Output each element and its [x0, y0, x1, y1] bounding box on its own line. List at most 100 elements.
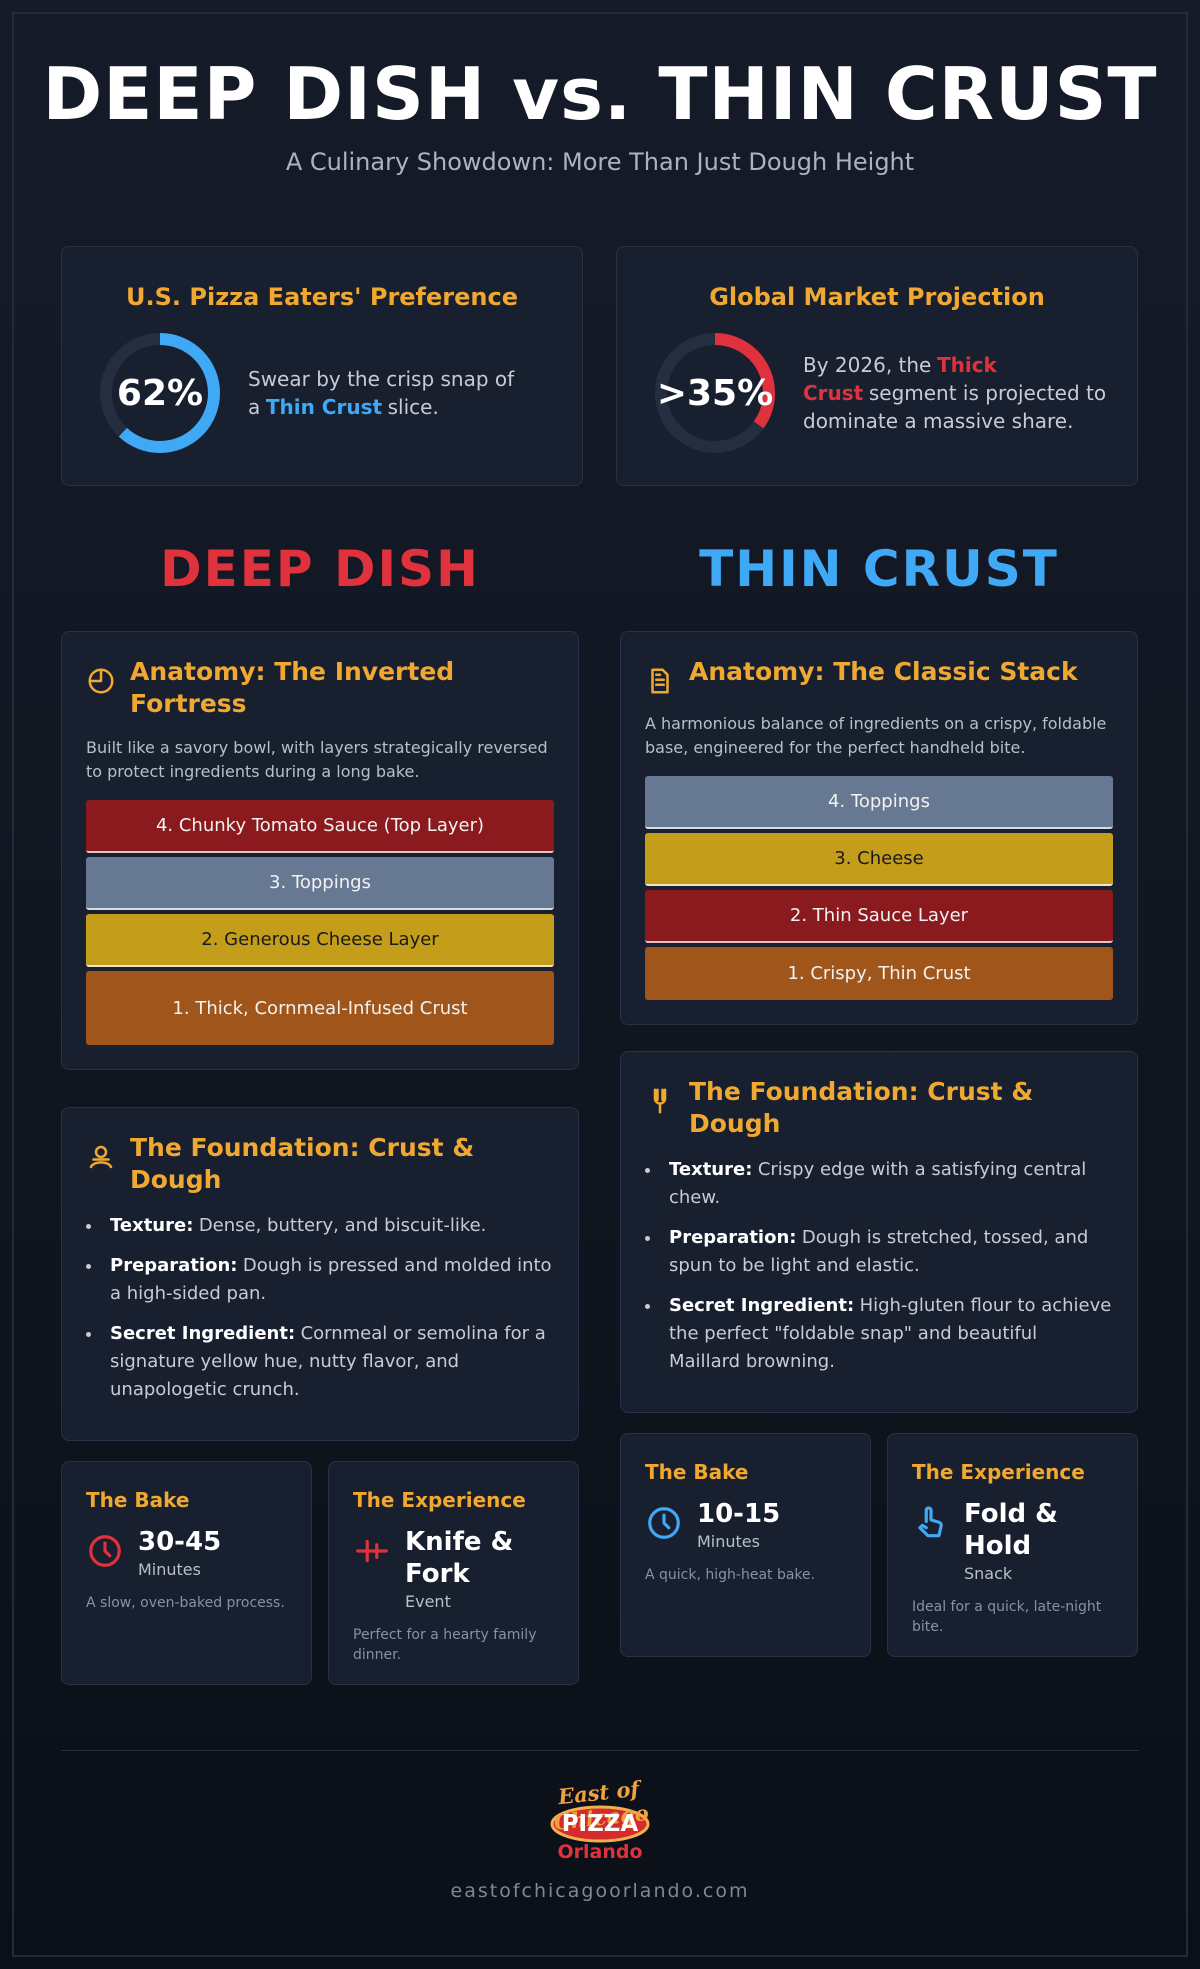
layer: 1. Thick, Cornmeal-Infused Crust: [86, 971, 554, 1045]
item-text: High-gluten flour to achieve the perfect…: [669, 1295, 1112, 1372]
frame: [12, 12, 1188, 1957]
icon: [648, 1507, 680, 1539]
stat-row: 62% Swear by the crisp snap of a Thin Crus…: [86, 333, 558, 453]
highlight: Thick Crust: [803, 353, 997, 405]
item-label: Secret Ingredient:: [669, 1295, 855, 1316]
bake-card: The Bake 10-15 Minutes A quick, high-heat b…: [620, 1433, 871, 1657]
item-text: Cornmeal or semolina for a signature yel…: [110, 1323, 546, 1400]
logo: East of Chicago PIZZA Orlando: [0, 1776, 1200, 1872]
list-item: Secret Ingredient: High-gluten flour to a…: [645, 1292, 1113, 1376]
value-row: 30-45 Minutes: [86, 1526, 287, 1579]
list-item: Preparation: Dough is stretched, tossed, …: [645, 1224, 1113, 1280]
item-label: Preparation:: [110, 1255, 238, 1276]
unit: Minutes: [138, 1560, 201, 1579]
ring: 62%: [100, 333, 220, 453]
icon: [89, 1145, 113, 1169]
layer: 4. Chunky Tomato Sauce (Top Layer): [86, 800, 554, 853]
section-title-text: The Foundation: Crust & Dough: [130, 1133, 475, 1194]
value-block: 30-45 Minutes: [138, 1526, 221, 1579]
divider: [61, 1750, 1139, 1751]
anatomy-card: Anatomy: The Classic Stack A harmonious b…: [620, 631, 1138, 1025]
stat-text: Swear by the crisp snap of a Thin Crust sl…: [248, 365, 558, 421]
list-item: Secret Ingredient: Cornmeal or semolina f…: [86, 1320, 554, 1404]
note: A slow, oven-baked process.: [86, 1595, 285, 1611]
stat-card: Global Market Projection >35% By 2026, the…: [616, 246, 1138, 486]
stat-row: >35% By 2026, the Thick Crust segment is pr…: [641, 333, 1113, 453]
column-heading: THIN CRUST: [699, 540, 1059, 598]
item-label: Texture:: [669, 1159, 753, 1180]
foundation-card: The Foundation: Crust & Dough Texture: Den…: [61, 1107, 579, 1441]
section-title: Anatomy: The Classic Stack: [645, 656, 1113, 696]
stat-title: U.S. Pizza Eaters' Preference: [126, 283, 518, 311]
value-block: 10-15 Minutes: [697, 1498, 780, 1551]
value: Fold & Hold: [964, 1499, 1058, 1561]
value-row: Knife & Fork Event: [353, 1526, 554, 1611]
layer: 4. Toppings: [645, 776, 1113, 829]
item-label: Preparation:: [669, 1227, 797, 1248]
value: 10-15: [697, 1499, 781, 1529]
list-item: Texture: Crispy edge with a satisfying ce…: [645, 1156, 1113, 1212]
layer: 2. Thin Sauce Layer: [645, 890, 1113, 943]
section-title-text: Anatomy: The Inverted Fortress: [130, 657, 455, 718]
small-title: The Experience: [912, 1460, 1085, 1484]
icon: [88, 668, 114, 694]
value: Knife & Fork: [405, 1527, 514, 1589]
note: A quick, high-heat bake.: [645, 1567, 816, 1583]
note: Perfect for a hearty family dinner.: [353, 1627, 537, 1663]
highlight: Thin Crust: [265, 395, 383, 419]
value-block: Fold & Hold Snack: [964, 1498, 1113, 1583]
item-label: Secret Ingredient:: [110, 1323, 296, 1344]
unit: Snack: [964, 1564, 1013, 1583]
section-title-text: Anatomy: The Classic Stack: [689, 657, 1078, 686]
section-title: Anatomy: The Inverted Fortress: [86, 656, 554, 720]
stat-text-part: segment is projected to dominate a massi…: [803, 381, 1107, 433]
section-title: The Foundation: Crust & Dough: [645, 1076, 1113, 1140]
experience-card: The Experience Knife & Fork Event Perfect f…: [328, 1461, 579, 1685]
item-text: Dense, buttery, and biscuit-like.: [198, 1215, 487, 1236]
note: Ideal for a quick, late-night bite.: [912, 1599, 1102, 1635]
logo-shape: [550, 1805, 650, 1843]
value-row: 10-15 Minutes: [645, 1498, 846, 1551]
description: Built like a savory bowl, with layers st…: [86, 738, 548, 781]
value: 30-45: [138, 1527, 222, 1557]
icon: [89, 1535, 121, 1567]
stat-card: U.S. Pizza Eaters' Preference 62% Swear by…: [61, 246, 583, 486]
icon: [651, 668, 669, 694]
small-title: The Bake: [645, 1460, 749, 1484]
layer: 2. Generous Cheese Layer: [86, 914, 554, 967]
item-text: Crispy edge with a satisfying central ch…: [669, 1159, 1087, 1208]
ring-arc: [655, 333, 775, 453]
title: DEEP DISH vs. THIN CRUST: [42, 52, 1158, 136]
icon: [918, 1506, 943, 1538]
foundation-card: The Foundation: Crust & Dough Texture: Cri…: [620, 1051, 1138, 1413]
list-item: Preparation: Dough is pressed and molded …: [86, 1252, 554, 1308]
item-text: Dough is pressed and molded into a high-…: [110, 1255, 552, 1304]
ring: [655, 333, 775, 453]
stat-text-part: slice.: [387, 395, 439, 419]
item-label: Texture:: [110, 1215, 194, 1236]
description: A harmonious balance of ingredients on a…: [645, 714, 1107, 757]
ring: >35%: [655, 333, 775, 453]
logo-bottom: Orlando: [557, 1841, 643, 1863]
url: eastofchicagoorlando.com: [450, 1880, 750, 1902]
unit: Event: [405, 1592, 451, 1611]
stat-text-part: By 2026, the: [803, 353, 932, 377]
section-title: The Foundation: Crust & Dough: [86, 1132, 554, 1196]
section-title-text: The Foundation: Crust & Dough: [689, 1077, 1034, 1138]
experience-card: The Experience Fold & Hold Snack Ideal for …: [887, 1433, 1138, 1657]
list-item: Texture: Dense, buttery, and biscuit-like…: [86, 1212, 554, 1240]
subtitle: A Culinary Showdown: More Than Just Doug…: [285, 148, 915, 176]
logo-middle: PIZZA: [561, 1811, 639, 1837]
value-block: Knife & Fork Event: [405, 1526, 554, 1611]
stat-title: Global Market Projection: [709, 283, 1045, 311]
stat-text: By 2026, the Thick Crust segment is projec…: [803, 351, 1113, 435]
value-row: Fold & Hold Snack: [912, 1498, 1113, 1583]
unit: Minutes: [697, 1532, 760, 1551]
layer: 1. Crispy, Thin Crust: [645, 947, 1113, 1000]
layer: 3. Cheese: [645, 833, 1113, 886]
stat-value: >35%: [656, 373, 774, 414]
layer: 3. Toppings: [86, 857, 554, 910]
icon: [653, 1088, 667, 1114]
stat-text-part: Swear by the crisp snap of a: [248, 367, 515, 419]
